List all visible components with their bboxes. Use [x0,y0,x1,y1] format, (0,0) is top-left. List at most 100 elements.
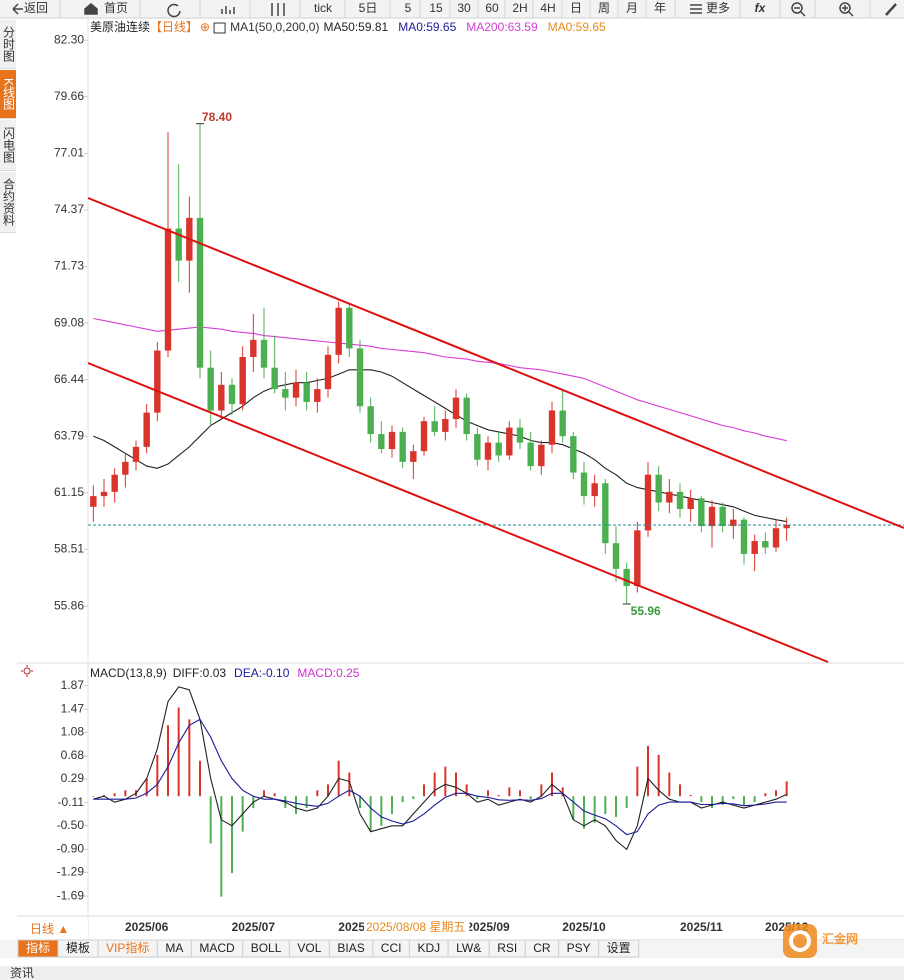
candle-body [271,367,278,390]
tab[interactable]: VOL [297,941,321,955]
macd-bar [231,796,233,874]
macd-bar [273,793,276,797]
tab[interactable]: BOLL [251,941,282,955]
macd-bar [423,784,425,797]
macd-bar [519,790,521,797]
candle-body [346,307,353,349]
toolbar-button[interactable]: tick [314,1,333,15]
x-tick-label: 2025/07 [232,920,276,934]
toolbar-button[interactable]: 年 [654,1,666,15]
tab[interactable]: LW& [456,941,481,955]
macd-bar [487,790,489,797]
toolbar-button[interactable]: 日 [570,1,582,15]
tab[interactable]: 模板 [66,941,90,955]
macd-line [93,718,787,836]
toolbar-button[interactable]: 5 [405,1,412,15]
macd-panel: 1.87 1.47 1.08 0.68 0.29 -0.11 -0.50 -0.90 -1.29… [57,666,788,902]
candle-body [644,474,652,531]
toolbar-button[interactable]: 4H [540,1,555,15]
tab[interactable]: BIAS [337,941,364,955]
tab[interactable]: KDJ [417,941,440,955]
toolbar-button[interactable]: 30 [457,1,471,15]
x-axis: 2025/06 2025/07 2025/08 2025/09 2025/10 2025/… [125,920,809,937]
candle-body [367,406,374,435]
y-tick-label: 82.30 [54,32,84,46]
candle-body [420,421,428,452]
tab[interactable]: RSI [497,941,517,955]
toolbar-button[interactable]: 更多 [706,1,730,15]
toolbar-button[interactable]: 60 [485,1,499,15]
candle-body [484,442,492,460]
tab[interactable]: MACD [199,941,235,955]
candle-body [431,421,438,432]
trend-line [87,197,904,529]
candle-body [495,442,502,456]
toolbar-button[interactable]: fx [755,1,767,15]
macd-bar [199,760,201,797]
candle-body [740,519,748,554]
tab[interactable]: MA [165,941,183,955]
toolbar-button[interactable]: 周 [598,1,610,15]
footer-bar [0,966,904,980]
macd-bar [764,793,767,797]
tab[interactable]: 设置 [607,941,631,955]
candle-body [687,498,694,509]
macd-bar [561,787,564,797]
macd-bar [113,793,116,797]
toolbar-button[interactable]: 15 [429,1,443,15]
candle-icon [271,3,285,16]
candle-body [602,483,609,544]
macd-bar [369,796,372,832]
tab[interactable]: VIP指标 [106,940,149,955]
side-tab[interactable]: 闪电图 [0,120,16,171]
candle-body [559,410,566,437]
cursor-date: 2025/08/08 星期五 [366,920,465,934]
macd-bar [380,796,383,826]
refresh-icon [167,3,181,18]
period-button[interactable]: 日线 ▲ [30,922,69,936]
tab[interactable]: PSY [567,941,591,955]
candle-body [751,541,758,554]
macd-bar [167,725,169,797]
macd-bar [455,772,457,797]
macd-bar [775,790,777,797]
candle-body [292,382,300,398]
y-tick-label: -1.69 [57,888,85,902]
side-tab[interactable]: K线图 [0,70,16,119]
y-tick-label: 69.08 [54,315,84,329]
candle-body [506,427,513,456]
side-tab[interactable]: 合约资料 [0,172,16,233]
footer-tab[interactable]: 资讯 [10,966,34,980]
cursor-date-bg [364,920,470,937]
logo: 汇金网 [783,924,858,958]
candle-body [666,491,673,503]
candle-body [708,506,716,527]
x-tick-label: 2025/11 [680,920,723,934]
pen-icon [885,3,897,16]
candle-body [132,446,140,462]
toolbar-button[interactable]: 月 [626,1,638,15]
tab[interactable]: 指标 [26,940,50,955]
macd-bar [412,796,415,800]
toolbar-button[interactable]: 5日 [359,1,378,15]
toolbar-button[interactable]: 返回 [24,1,48,15]
macd-bar [209,796,212,844]
candle-body [580,472,588,497]
macd-bar [156,754,159,797]
toolbar-button[interactable]: 2H [512,1,527,15]
tab[interactable]: CR [533,941,551,955]
toolbar-button[interactable]: 首页 [104,1,128,15]
y-tick-label: 1.08 [61,725,85,739]
candle-body [239,356,246,405]
macd-bar [508,787,511,797]
macd-bar [188,719,191,797]
candle-body [442,419,449,432]
candle-body [196,217,204,368]
macd-bar [721,796,724,806]
y-tick-label: 1.47 [61,701,85,715]
candle-body [527,442,534,467]
side-tab[interactable]: 分时图 [0,20,16,69]
zoom-out-icon [791,2,803,14]
tab[interactable]: CCI [381,941,402,955]
